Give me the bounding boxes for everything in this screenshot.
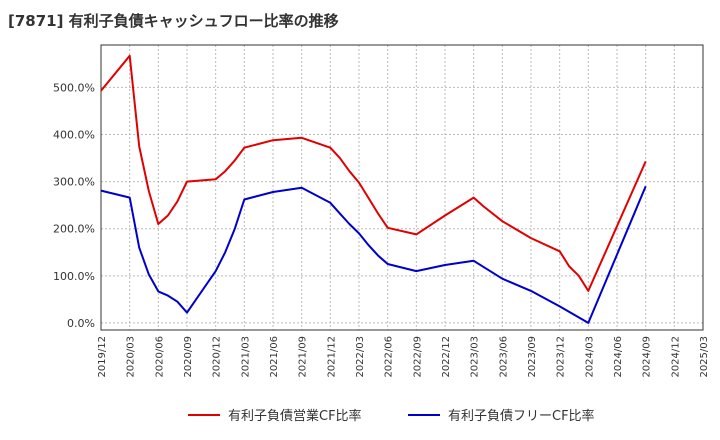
x-tick-label: 2024/03 [584, 336, 595, 378]
x-tick-label: 2023/12 [556, 336, 567, 378]
legend-label-1: 有利子負債営業CF比率 [228, 408, 362, 424]
x-tick-label: 2022/09 [412, 336, 423, 378]
y-tick-label: 500.0% [53, 81, 95, 94]
y-tick-label: 0.0% [67, 317, 95, 330]
x-tick-label: 2021/03 [240, 336, 251, 378]
plot-frame [100, 44, 704, 331]
series-line-2 [100, 185, 647, 324]
y-tick-label: 100.0% [53, 270, 95, 283]
x-tick-label: 2020/03 [126, 336, 137, 378]
x-tick-label: 2020/12 [212, 336, 223, 378]
legend-label-2: 有利子負債フリーCF比率 [448, 408, 595, 424]
chart-title: [7871] 有利子負債キャッシュフロー比率の推移 [8, 12, 339, 30]
x-tick-label: 2021/06 [269, 336, 280, 378]
x-tick-label: 2025/03 [699, 336, 710, 378]
x-tick-label: 2020/06 [154, 336, 165, 378]
y-tick-label: 300.0% [53, 176, 95, 189]
x-tick-label: 2023/06 [498, 336, 509, 378]
x-tick-label: 2021/09 [298, 336, 309, 378]
x-tick-label: 2024/09 [642, 336, 653, 378]
x-tick-label: 2021/12 [326, 336, 337, 378]
x-tick-label: 2024/12 [670, 336, 681, 378]
x-tick-label: 2022/03 [355, 336, 366, 378]
y-tick-label: 400.0% [53, 129, 95, 142]
x-tick-label: 2019/12 [97, 336, 108, 378]
series-line-1 [100, 54, 647, 292]
y-tick-label: 200.0% [53, 223, 95, 236]
x-tick-label: 2024/06 [613, 336, 624, 378]
x-tick-label: 2020/09 [183, 336, 194, 378]
x-tick-label: 2022/06 [384, 336, 395, 378]
x-tick-label: 2023/03 [470, 336, 481, 378]
x-tick-label: 2022/12 [441, 336, 452, 378]
x-tick-label: 2023/09 [527, 336, 538, 378]
